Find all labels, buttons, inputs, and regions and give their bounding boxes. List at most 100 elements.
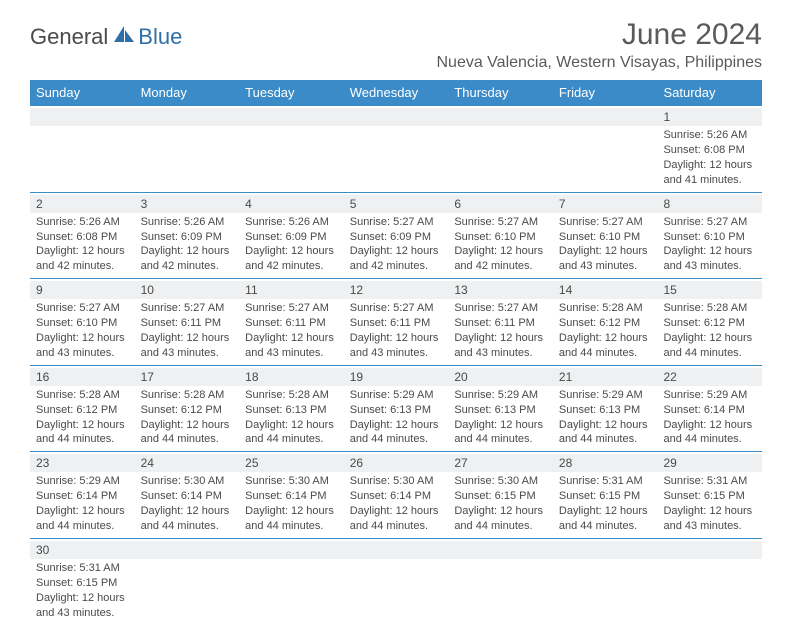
- day-number: 25: [239, 454, 344, 472]
- day-cell: 9Sunrise: 5:27 AMSunset: 6:10 PMDaylight…: [30, 279, 135, 365]
- day-header-cell: Friday: [553, 80, 658, 106]
- calendar-grid: Sunday Monday Tuesday Wednesday Thursday…: [30, 80, 762, 624]
- daylight-line: Daylight: 12 hours and 44 minutes.: [559, 418, 652, 448]
- day-number: 24: [135, 454, 240, 472]
- sunrise-line: Sunrise: 5:29 AM: [350, 388, 443, 403]
- day-cell: 13Sunrise: 5:27 AMSunset: 6:11 PMDayligh…: [448, 279, 553, 365]
- sunset-line: Sunset: 6:10 PM: [663, 230, 756, 245]
- day-number: [135, 541, 240, 559]
- day-number: 2: [30, 195, 135, 213]
- day-cell: 19Sunrise: 5:29 AMSunset: 6:13 PMDayligh…: [344, 366, 449, 452]
- empty-cell: [344, 106, 449, 192]
- day-number: 15: [657, 281, 762, 299]
- day-cell: 14Sunrise: 5:28 AMSunset: 6:12 PMDayligh…: [553, 279, 658, 365]
- sunset-line: Sunset: 6:15 PM: [454, 489, 547, 504]
- sunrise-line: Sunrise: 5:31 AM: [36, 561, 129, 576]
- sunrise-line: Sunrise: 5:27 AM: [36, 301, 129, 316]
- sunset-line: Sunset: 6:11 PM: [350, 316, 443, 331]
- sunrise-line: Sunrise: 5:30 AM: [141, 474, 234, 489]
- sunset-line: Sunset: 6:14 PM: [36, 489, 129, 504]
- daylight-line: Daylight: 12 hours and 44 minutes.: [663, 418, 756, 448]
- sunrise-line: Sunrise: 5:29 AM: [454, 388, 547, 403]
- daylight-line: Daylight: 12 hours and 42 minutes.: [141, 244, 234, 274]
- sunrise-line: Sunrise: 5:31 AM: [663, 474, 756, 489]
- sunset-line: Sunset: 6:14 PM: [350, 489, 443, 504]
- daylight-line: Daylight: 12 hours and 41 minutes.: [663, 158, 756, 188]
- sunset-line: Sunset: 6:13 PM: [559, 403, 652, 418]
- daylight-line: Daylight: 12 hours and 43 minutes.: [454, 331, 547, 361]
- day-cell: 7Sunrise: 5:27 AMSunset: 6:10 PMDaylight…: [553, 193, 658, 279]
- logo-text-general: General: [30, 24, 108, 50]
- day-cell: 11Sunrise: 5:27 AMSunset: 6:11 PMDayligh…: [239, 279, 344, 365]
- day-number: [135, 108, 240, 126]
- sunset-line: Sunset: 6:14 PM: [663, 403, 756, 418]
- daylight-line: Daylight: 12 hours and 43 minutes.: [245, 331, 338, 361]
- daylight-line: Daylight: 12 hours and 44 minutes.: [454, 504, 547, 534]
- location-subtitle: Nueva Valencia, Western Visayas, Philipp…: [436, 54, 762, 72]
- empty-cell: [657, 539, 762, 624]
- day-cell: 25Sunrise: 5:30 AMSunset: 6:14 PMDayligh…: [239, 452, 344, 538]
- sunset-line: Sunset: 6:12 PM: [141, 403, 234, 418]
- daylight-line: Daylight: 12 hours and 42 minutes.: [245, 244, 338, 274]
- day-number: 1: [657, 108, 762, 126]
- empty-cell: [448, 539, 553, 624]
- sunset-line: Sunset: 6:09 PM: [245, 230, 338, 245]
- daylight-line: Daylight: 12 hours and 43 minutes.: [559, 244, 652, 274]
- sunset-line: Sunset: 6:13 PM: [350, 403, 443, 418]
- week-row: 1Sunrise: 5:26 AMSunset: 6:08 PMDaylight…: [30, 106, 762, 193]
- day-header-row: Sunday Monday Tuesday Wednesday Thursday…: [30, 80, 762, 106]
- sunset-line: Sunset: 6:11 PM: [454, 316, 547, 331]
- sunrise-line: Sunrise: 5:29 AM: [663, 388, 756, 403]
- day-number: 30: [30, 541, 135, 559]
- sunset-line: Sunset: 6:13 PM: [245, 403, 338, 418]
- daylight-line: Daylight: 12 hours and 44 minutes.: [559, 504, 652, 534]
- day-number: 4: [239, 195, 344, 213]
- empty-cell: [135, 539, 240, 624]
- daylight-line: Daylight: 12 hours and 44 minutes.: [454, 418, 547, 448]
- daylight-line: Daylight: 12 hours and 44 minutes.: [141, 504, 234, 534]
- sunrise-line: Sunrise: 5:31 AM: [559, 474, 652, 489]
- day-cell: 2Sunrise: 5:26 AMSunset: 6:08 PMDaylight…: [30, 193, 135, 279]
- day-cell: 3Sunrise: 5:26 AMSunset: 6:09 PMDaylight…: [135, 193, 240, 279]
- sunrise-line: Sunrise: 5:27 AM: [559, 215, 652, 230]
- sunrise-line: Sunrise: 5:26 AM: [245, 215, 338, 230]
- calendar-page: General Blue June 2024 Nueva Valencia, W…: [0, 0, 792, 624]
- day-number: [448, 541, 553, 559]
- day-number: [657, 541, 762, 559]
- day-number: 28: [553, 454, 658, 472]
- day-cell: 27Sunrise: 5:30 AMSunset: 6:15 PMDayligh…: [448, 452, 553, 538]
- sunrise-line: Sunrise: 5:28 AM: [141, 388, 234, 403]
- sunrise-line: Sunrise: 5:26 AM: [141, 215, 234, 230]
- sunset-line: Sunset: 6:14 PM: [141, 489, 234, 504]
- day-number: 14: [553, 281, 658, 299]
- day-cell: 28Sunrise: 5:31 AMSunset: 6:15 PMDayligh…: [553, 452, 658, 538]
- sunset-line: Sunset: 6:08 PM: [663, 143, 756, 158]
- title-block: June 2024 Nueva Valencia, Western Visaya…: [436, 18, 762, 72]
- empty-cell: [553, 539, 658, 624]
- sunrise-line: Sunrise: 5:27 AM: [454, 215, 547, 230]
- empty-cell: [30, 106, 135, 192]
- day-cell: 10Sunrise: 5:27 AMSunset: 6:11 PMDayligh…: [135, 279, 240, 365]
- day-number: 5: [344, 195, 449, 213]
- day-number: 12: [344, 281, 449, 299]
- weeks-container: 1Sunrise: 5:26 AMSunset: 6:08 PMDaylight…: [30, 106, 762, 624]
- day-header-cell: Thursday: [448, 80, 553, 106]
- day-cell: 4 Sunrise: 5:26 AMSunset: 6:09 PMDaylight…: [239, 193, 344, 279]
- empty-cell: [448, 106, 553, 192]
- sunset-line: Sunset: 6:10 PM: [36, 316, 129, 331]
- day-number: 11: [239, 281, 344, 299]
- sunrise-line: Sunrise: 5:26 AM: [36, 215, 129, 230]
- sail-icon: [112, 24, 136, 50]
- day-cell: 22 Sunrise: 5:29 AMSunset: 6:14 PMDayligh…: [657, 366, 762, 452]
- empty-cell: [239, 539, 344, 624]
- day-number: 19: [344, 368, 449, 386]
- day-cell: 1Sunrise: 5:26 AMSunset: 6:08 PMDaylight…: [657, 106, 762, 192]
- sunset-line: Sunset: 6:15 PM: [36, 576, 129, 591]
- day-number: 29: [657, 454, 762, 472]
- day-number: [239, 541, 344, 559]
- sunset-line: Sunset: 6:14 PM: [245, 489, 338, 504]
- day-number: 22: [657, 368, 762, 386]
- daylight-line: Daylight: 12 hours and 44 minutes.: [350, 504, 443, 534]
- week-row: 2Sunrise: 5:26 AMSunset: 6:08 PMDaylight…: [30, 193, 762, 280]
- sunrise-line: Sunrise: 5:27 AM: [350, 301, 443, 316]
